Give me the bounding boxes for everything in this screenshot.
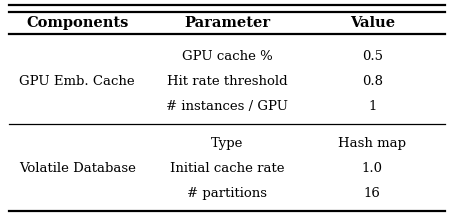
Text: Hit rate threshold: Hit rate threshold: [167, 75, 287, 88]
Text: # instances / GPU: # instances / GPU: [166, 100, 288, 113]
Text: Volatile Database: Volatile Database: [19, 162, 136, 175]
Text: GPU Emb. Cache: GPU Emb. Cache: [20, 75, 135, 88]
Text: # partitions: # partitions: [187, 187, 267, 200]
Text: Hash map: Hash map: [338, 136, 406, 150]
Text: GPU cache %: GPU cache %: [182, 50, 272, 63]
Text: 0.5: 0.5: [362, 50, 383, 63]
Text: 1: 1: [368, 100, 376, 113]
Text: Type: Type: [211, 136, 243, 150]
Text: 16: 16: [364, 187, 381, 200]
Text: Parameter: Parameter: [184, 16, 270, 30]
Text: 1.0: 1.0: [362, 162, 383, 175]
Text: Value: Value: [350, 16, 395, 30]
Text: 0.8: 0.8: [362, 75, 383, 88]
Text: Components: Components: [26, 16, 128, 30]
Text: Initial cache rate: Initial cache rate: [170, 162, 284, 175]
